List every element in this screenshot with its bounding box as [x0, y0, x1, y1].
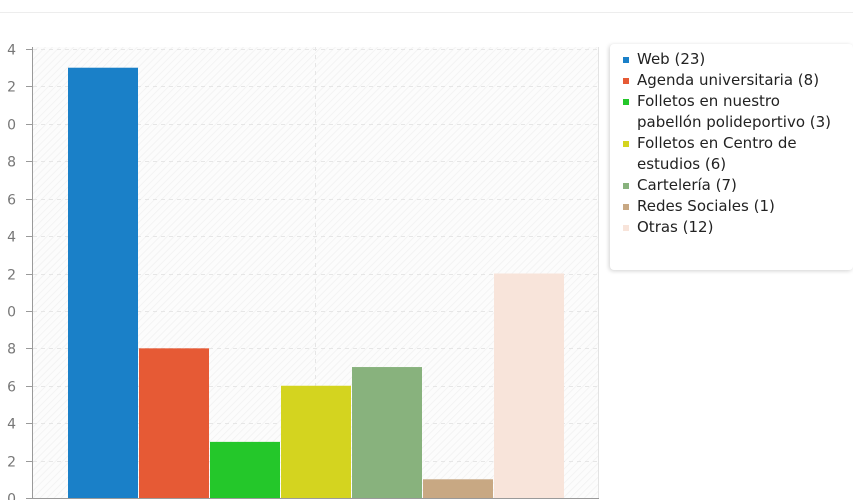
- legend-swatch: [623, 204, 629, 210]
- legend-item-label[interactable]: Otras (12): [637, 218, 714, 236]
- legend-item-label[interactable]: Redes Sociales (1): [637, 197, 775, 215]
- bar[interactable]: [281, 385, 351, 498]
- y-tick-label: 4: [7, 230, 16, 246]
- legend-swatch: [623, 78, 629, 84]
- legend-item-label[interactable]: estudios (6): [637, 155, 727, 173]
- legend-swatch: [623, 225, 629, 231]
- y-tick-label: 0: [7, 118, 16, 134]
- y-tick-label: 2: [7, 80, 16, 96]
- y-tick-label: 6: [7, 380, 16, 396]
- legend-item-label[interactable]: Folletos en nuestro: [637, 92, 780, 110]
- legend-item-label[interactable]: Folletos en Centro de: [637, 134, 797, 152]
- legend-swatch: [623, 57, 629, 63]
- top-divider: [0, 12, 853, 13]
- legend-swatch: [623, 141, 629, 147]
- chart-legend: Web (23) Agenda universitaria (8) Folletos…: [610, 44, 853, 270]
- y-tick-label: 2: [7, 268, 16, 284]
- legend-item-label[interactable]: Cartelería (7): [637, 176, 737, 194]
- bar[interactable]: [210, 441, 280, 498]
- bar[interactable]: [423, 479, 493, 498]
- y-tick-label: 6: [7, 193, 16, 209]
- y-tick-label: 4: [7, 417, 16, 433]
- y-tick-label: 4: [7, 43, 16, 59]
- y-tick-label: 0: [7, 492, 16, 500]
- y-tick-label: 0: [7, 305, 16, 321]
- y-tick-label: 8: [7, 342, 16, 358]
- legend-swatch: [623, 183, 629, 189]
- legend-item-label[interactable]: pabellón polideportivo (3): [637, 113, 832, 131]
- legend-swatch: [623, 99, 629, 105]
- legend-item-label[interactable]: Agenda universitaria (8): [637, 71, 820, 89]
- legend-item-label[interactable]: Web (23): [637, 50, 706, 68]
- y-tick-label: 8: [7, 155, 16, 171]
- y-tick-label: 2: [7, 455, 16, 471]
- bar[interactable]: [68, 67, 138, 498]
- bar[interactable]: [352, 367, 422, 498]
- bar[interactable]: [139, 348, 209, 498]
- bar[interactable]: [494, 273, 564, 499]
